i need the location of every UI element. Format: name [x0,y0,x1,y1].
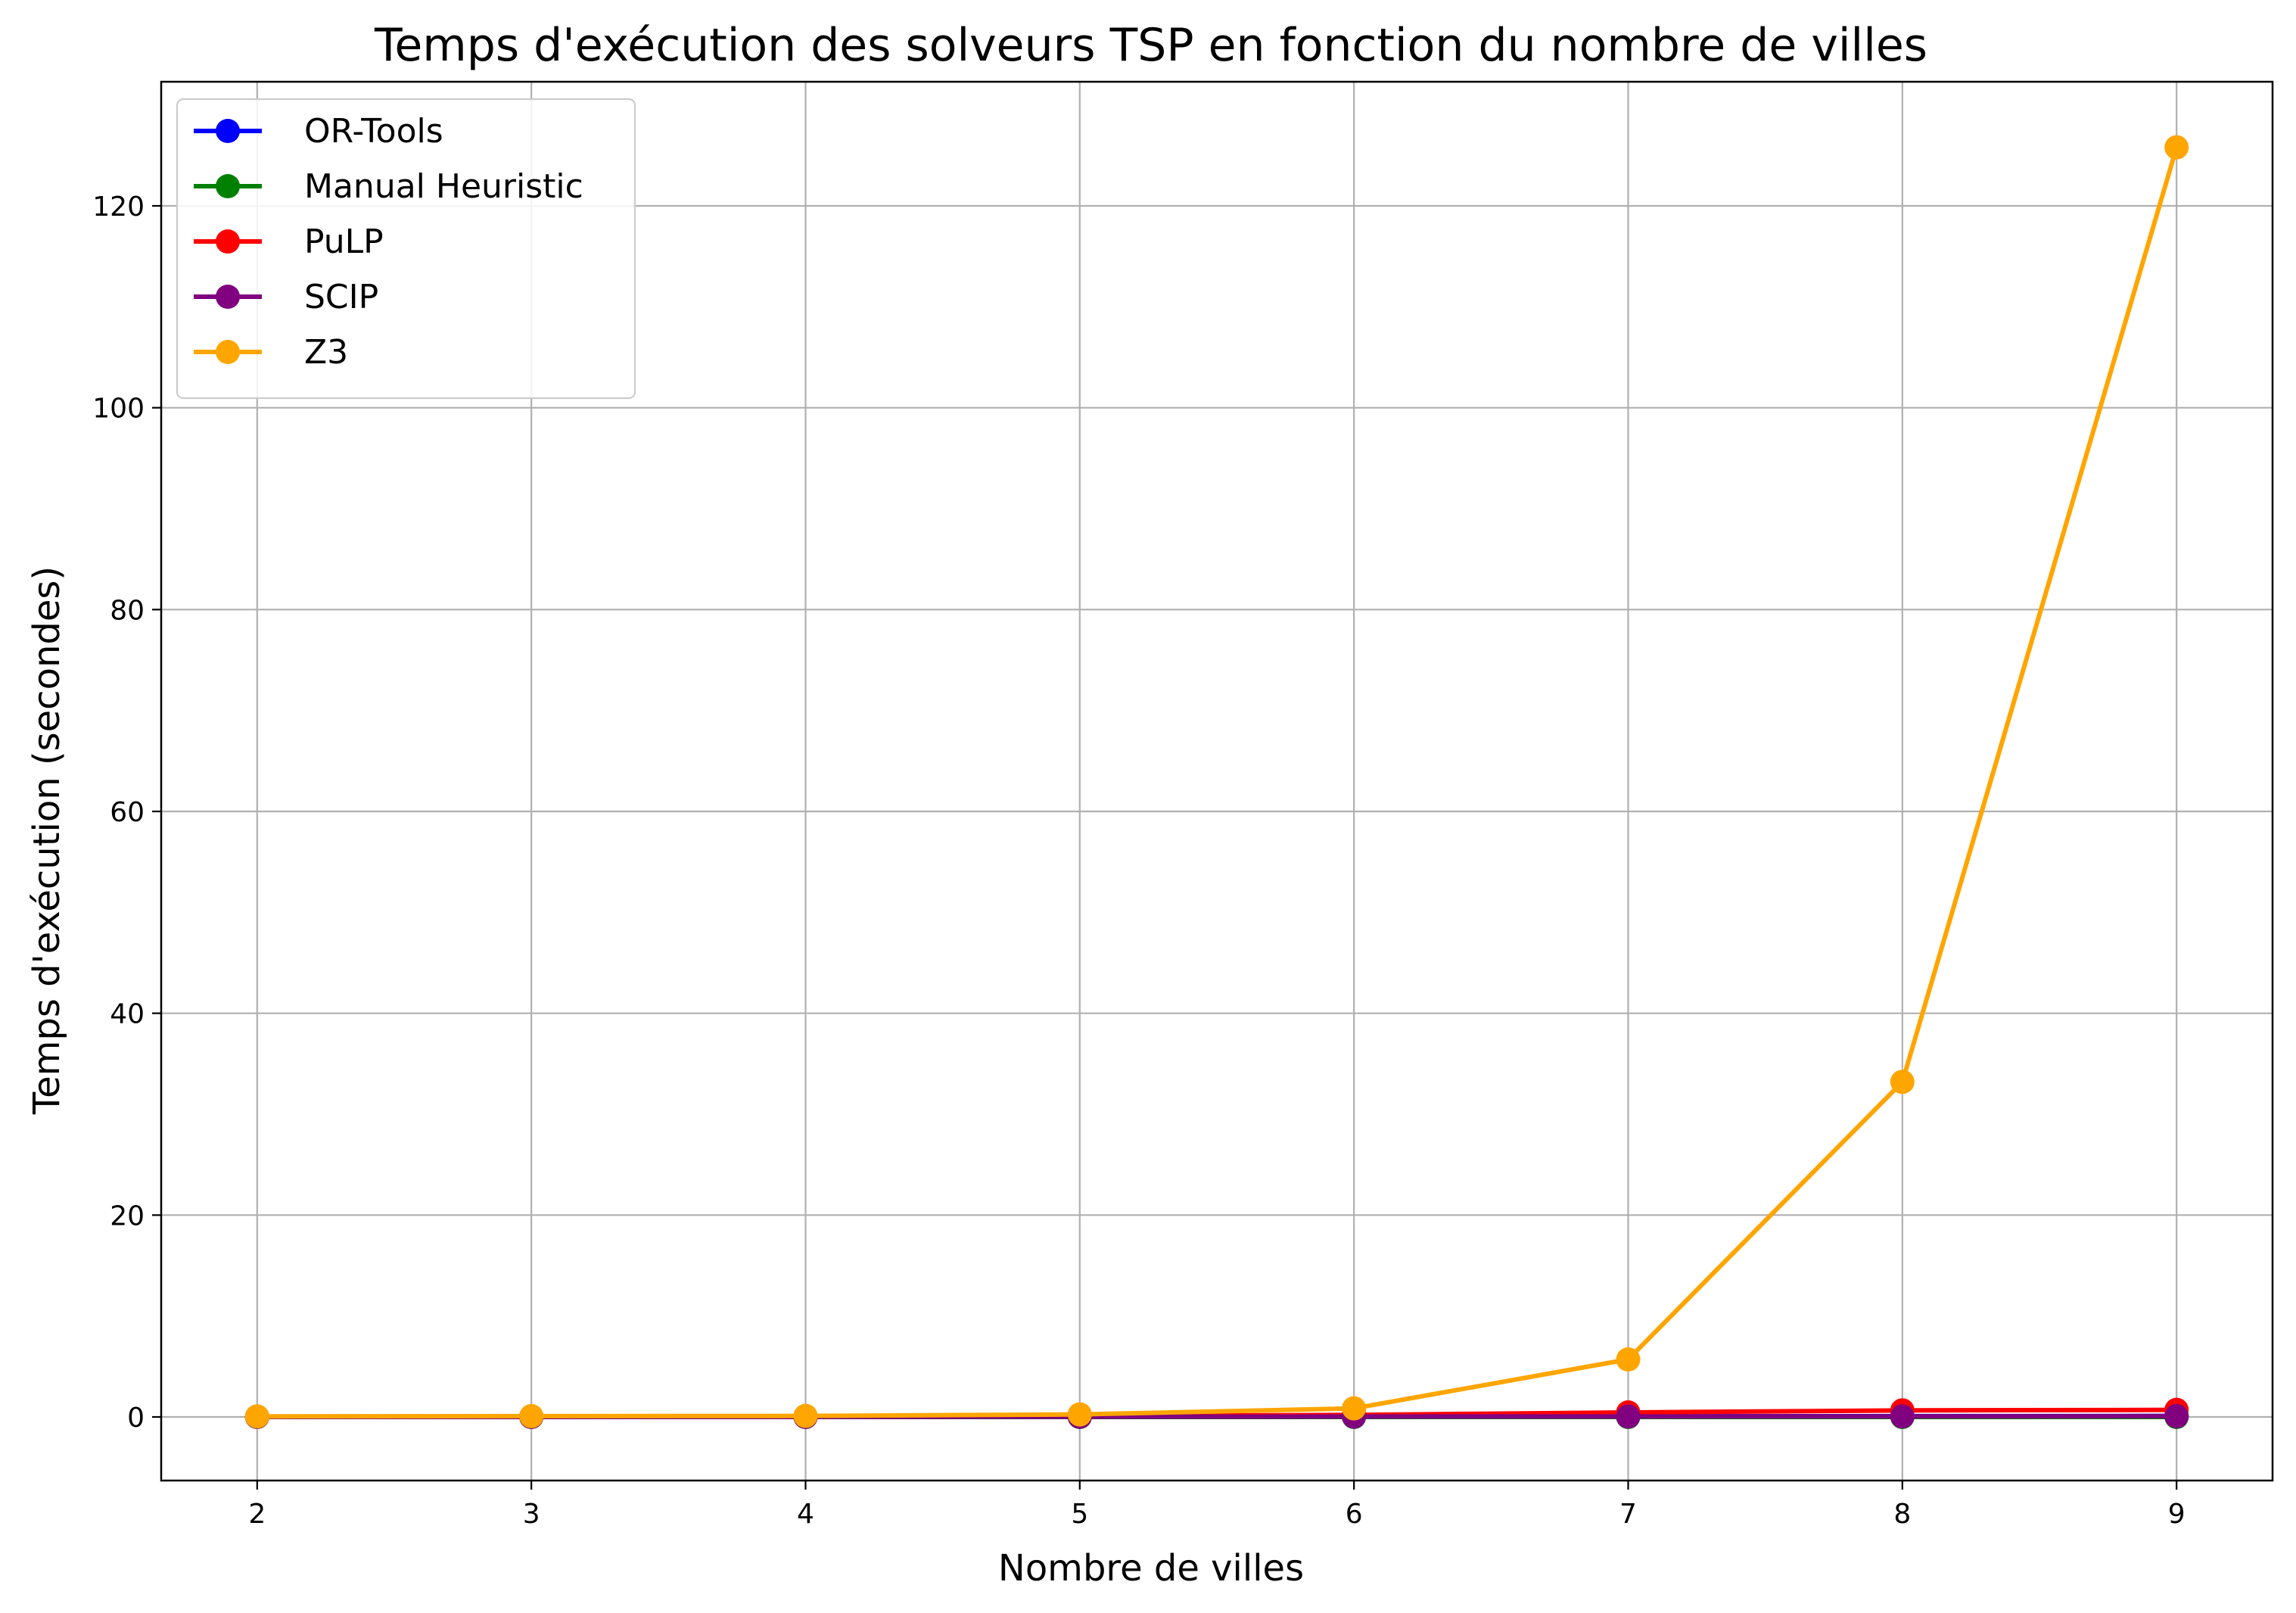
x-tick-label: 6 [1346,1499,1363,1530]
y-tick-label: 100 [92,394,145,425]
data-point-z3 [1616,1347,1641,1372]
legend-item-scip: SCIP [194,278,378,316]
y-tick-label: 120 [92,192,145,223]
series-line-z3 [257,146,2179,1419]
legend-label: Manual Heuristic [304,167,583,206]
data-point-z3 [519,1403,544,1428]
data-point-z3 [1890,1070,1915,1095]
legend-label: PuLP [304,223,384,261]
data-point-z3 [1067,1402,1092,1427]
data-point-scip [1890,1404,1915,1429]
plot-frame [160,80,2274,1482]
legend-swatch-marker [216,229,240,254]
legend-swatch-marker [216,174,240,198]
y-tick-label: 20 [110,1200,145,1232]
y-tick-label: 40 [110,999,145,1030]
x-tick-label: 2 [248,1499,266,1530]
x-tick-label: 8 [1893,1499,1911,1530]
legend-label: Z3 [304,333,348,372]
legend-item-pulp: PuLP [194,223,384,261]
legend-item-manual-heuristic: Manual Heuristic [194,167,583,206]
data-point-z3 [1342,1396,1367,1421]
data-point-z3 [244,1404,269,1429]
series-z3 [244,135,2189,1429]
data-point-z3 [793,1403,818,1428]
y-tick-label: 0 [127,1403,145,1434]
legend-box [176,98,636,400]
legend-item-or-tools: OR-Tools [194,112,443,151]
x-tick-label: 5 [1071,1499,1088,1530]
x-tick-label: 7 [1619,1499,1637,1530]
legend-swatch-marker [216,285,240,309]
axis-ticks: 2 3 4 5 6 7 8 9 0 20 40 60 80 100 120 [92,192,2185,1530]
series-layer [244,135,2189,1429]
x-axis-label: Nombre de villes [998,1547,1304,1590]
data-point-z3 [2164,135,2189,160]
legend-label: OR-Tools [304,112,443,151]
legend: OR-Tools Manual Heuristic PuLP SCIP Z3 [176,98,636,400]
legend-item-z3: Z3 [194,333,348,372]
x-tick-label: 4 [797,1499,814,1530]
chart-title: Temps d'exécution des solveurs TSP en fo… [374,19,1927,72]
x-tick-label: 3 [523,1499,540,1530]
legend-label: SCIP [304,278,378,316]
legend-swatch-marker [216,119,240,143]
y-tick-label: 80 [110,595,145,626]
data-point-scip [1616,1404,1641,1429]
x-tick-label: 9 [2168,1499,2186,1530]
legend-swatch-marker [216,340,240,364]
data-point-scip [2164,1403,2189,1428]
y-axis-label: Temps d'exécution (secondes) [26,566,68,1115]
y-tick-label: 60 [110,797,145,828]
grid [161,82,2273,1481]
